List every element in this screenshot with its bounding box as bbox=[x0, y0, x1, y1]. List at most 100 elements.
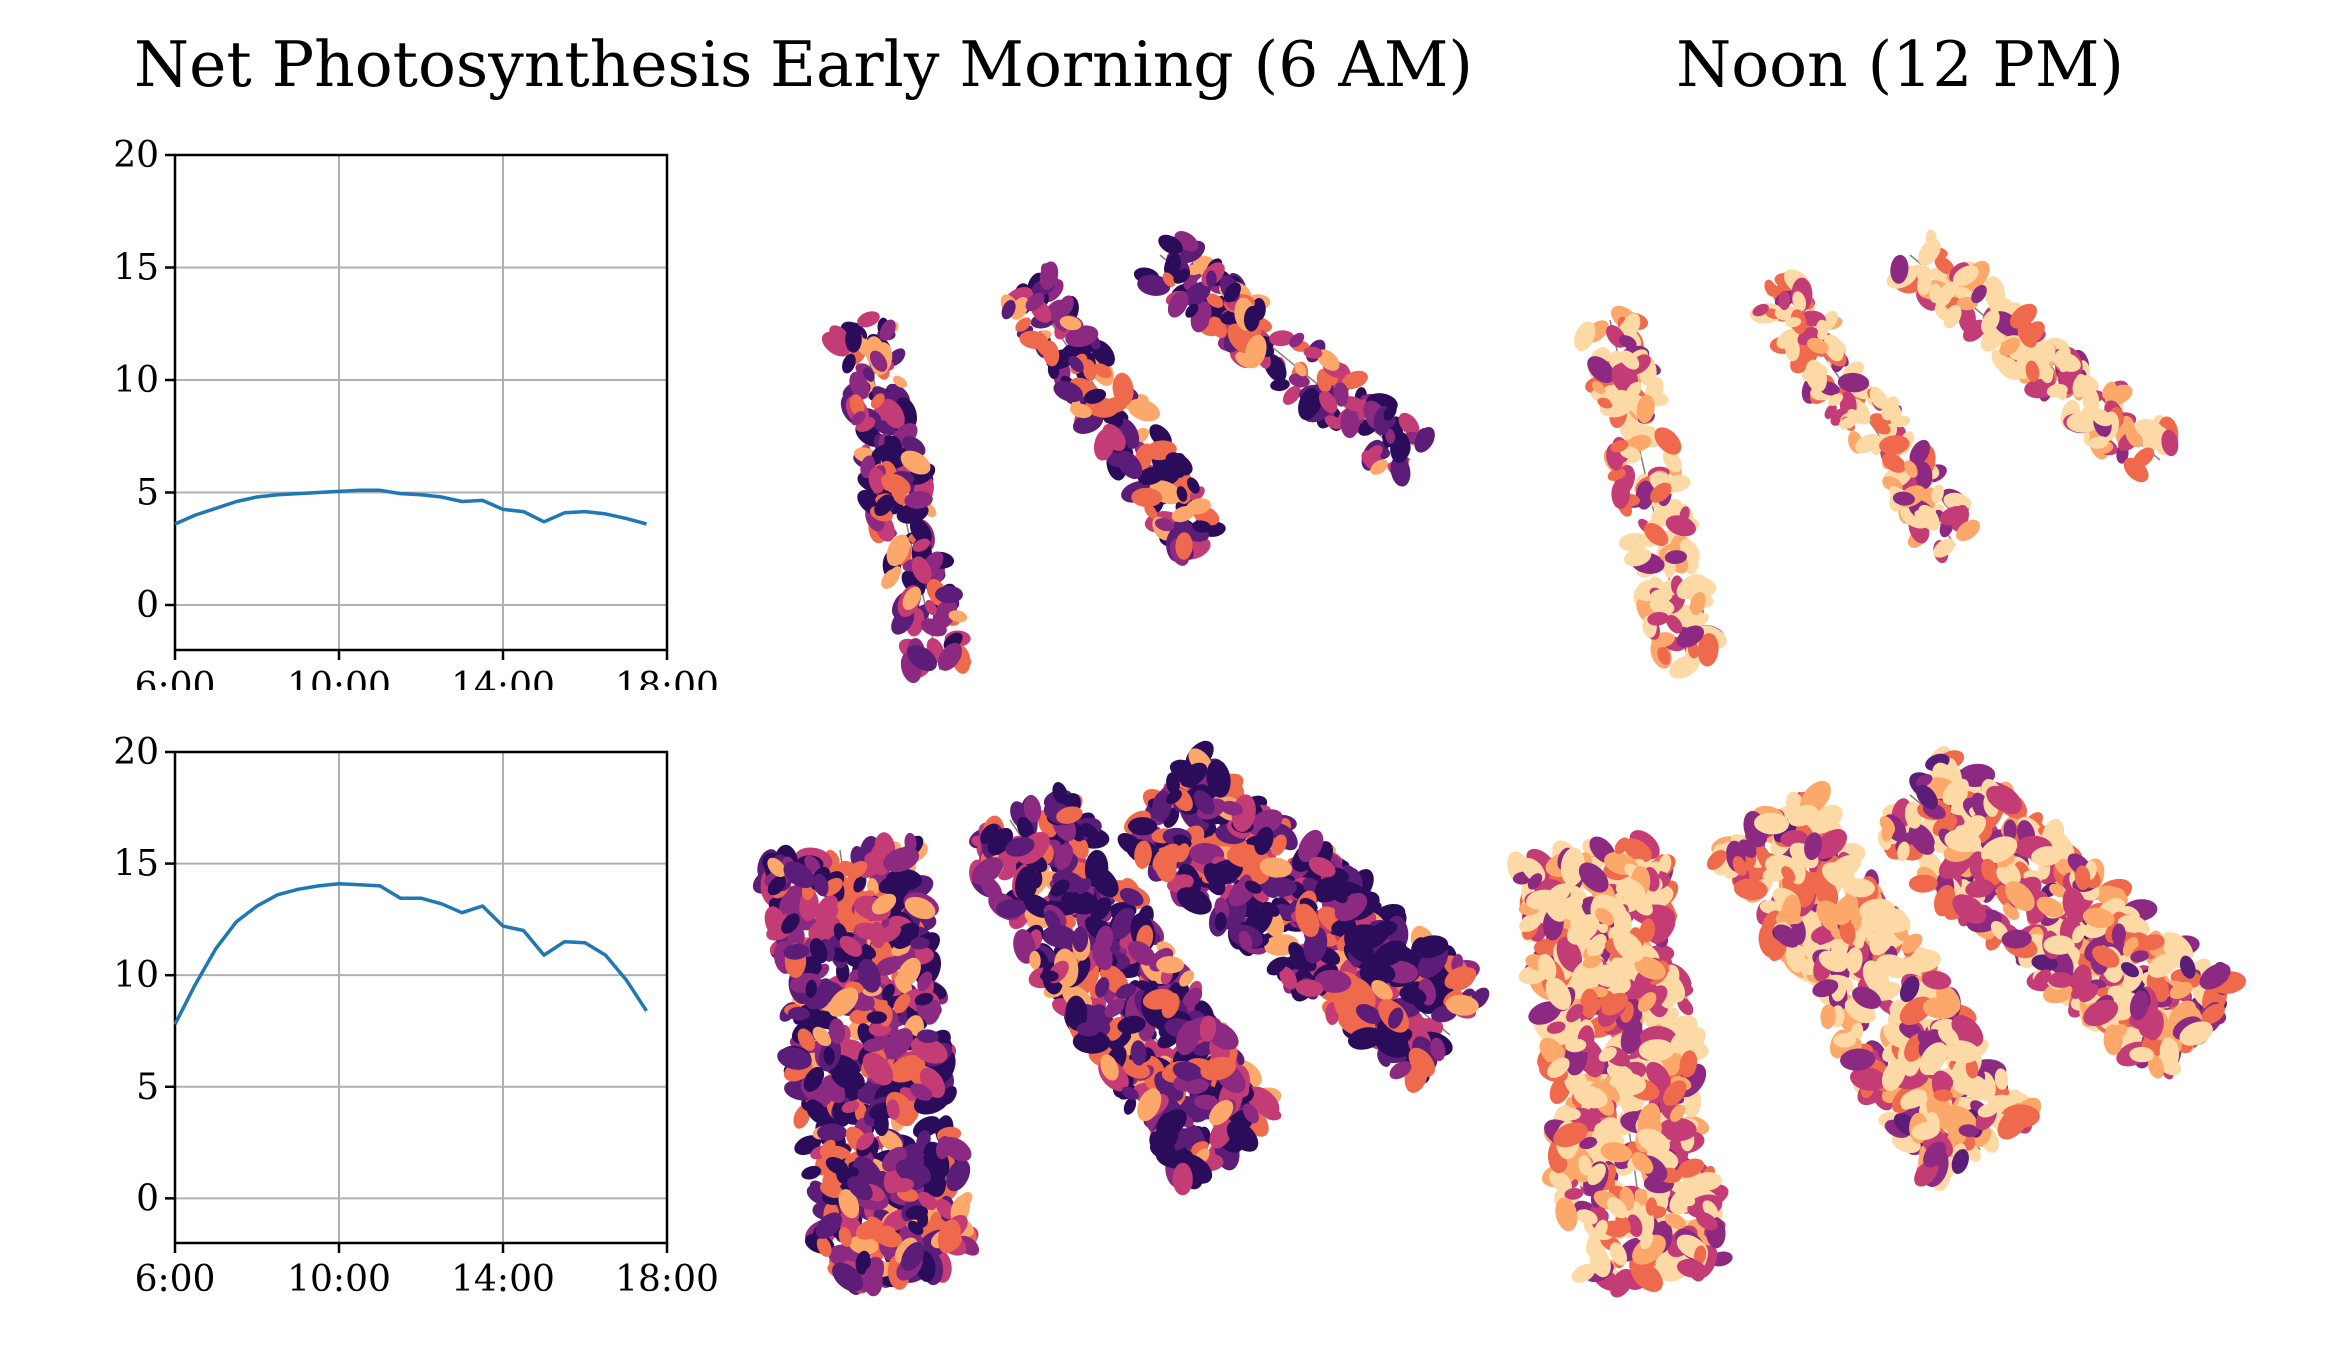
leaf bbox=[904, 832, 917, 853]
leaf bbox=[1909, 439, 1931, 466]
leaf bbox=[857, 311, 880, 328]
leaf bbox=[1611, 364, 1631, 393]
leaf bbox=[2102, 381, 2117, 400]
leaf bbox=[1904, 460, 1918, 478]
leaf bbox=[1317, 349, 1340, 371]
leaf bbox=[1269, 330, 1295, 347]
leaf bbox=[910, 1036, 948, 1064]
leaf bbox=[1623, 547, 1652, 567]
leaf bbox=[1303, 346, 1323, 359]
leaf bbox=[1686, 610, 1705, 623]
leaf bbox=[803, 1066, 825, 1092]
leaf bbox=[839, 860, 860, 879]
leaf bbox=[1953, 265, 1979, 286]
leaf bbox=[2132, 447, 2155, 468]
leaf bbox=[816, 1236, 832, 1257]
x-tick-label: 6:00 bbox=[135, 666, 216, 700]
leaf bbox=[1383, 404, 1397, 421]
leaf bbox=[1001, 299, 1016, 320]
leaf bbox=[907, 1220, 924, 1235]
leaf bbox=[1657, 646, 1671, 665]
leaf bbox=[1764, 279, 1777, 297]
leaf bbox=[910, 937, 930, 950]
leaf bbox=[1792, 291, 1807, 312]
leaf bbox=[1664, 559, 1676, 579]
leaf bbox=[884, 1028, 913, 1060]
leaf bbox=[1649, 598, 1675, 615]
leaf bbox=[937, 1219, 961, 1254]
leaf bbox=[788, 1006, 810, 1021]
leaf bbox=[783, 943, 809, 960]
leaf bbox=[1342, 396, 1365, 412]
leaf bbox=[862, 1052, 894, 1086]
leaf bbox=[838, 1226, 852, 1247]
leaf bbox=[1185, 303, 1199, 318]
leaf bbox=[1869, 387, 1887, 409]
leaf bbox=[1093, 363, 1112, 379]
leaf bbox=[1289, 332, 1305, 348]
leaf bbox=[767, 857, 786, 878]
leaf bbox=[1183, 281, 1211, 306]
leaf bbox=[870, 393, 885, 409]
leaf bbox=[1890, 254, 1909, 284]
leaf bbox=[1662, 449, 1682, 473]
leaf bbox=[1665, 515, 1696, 537]
leaf bbox=[1318, 390, 1338, 414]
leaf bbox=[1116, 450, 1143, 480]
leaf bbox=[2010, 303, 2037, 329]
leaf bbox=[1610, 439, 1629, 453]
leaf bbox=[897, 957, 921, 988]
leaf bbox=[1119, 888, 1144, 907]
leaf bbox=[854, 922, 881, 940]
leaf bbox=[1294, 362, 1307, 377]
leaf bbox=[863, 1038, 885, 1053]
leaf bbox=[900, 450, 931, 475]
leaf bbox=[1587, 356, 1615, 384]
leaf bbox=[1881, 453, 1907, 473]
leaf bbox=[1227, 323, 1253, 354]
leaf bbox=[1943, 304, 1962, 329]
leaf bbox=[1697, 633, 1719, 667]
y-tick-label: 0 bbox=[136, 585, 159, 626]
leaf bbox=[1892, 415, 1911, 428]
x-tick-label: 18:00 bbox=[615, 1259, 719, 1300]
leaf bbox=[869, 350, 888, 372]
x-tick-label: 6:00 bbox=[135, 1259, 216, 1300]
leaf bbox=[1173, 268, 1190, 284]
y-tick-label: 15 bbox=[113, 844, 159, 885]
leaf bbox=[1591, 381, 1606, 395]
leaf bbox=[1039, 261, 1059, 290]
column-title-early-morning: Early Morning (6 AM) bbox=[770, 28, 1473, 101]
leaf bbox=[871, 893, 897, 915]
leaf bbox=[902, 586, 922, 610]
leaf bbox=[948, 610, 968, 623]
leaf bbox=[1245, 334, 1267, 368]
leaf bbox=[1068, 355, 1084, 373]
leaf bbox=[1618, 335, 1637, 349]
leaf bbox=[1636, 394, 1655, 424]
leaf bbox=[805, 1099, 828, 1124]
leaf bbox=[1999, 337, 2020, 356]
leaf bbox=[1288, 373, 1310, 388]
leaf bbox=[1664, 550, 1687, 565]
leaf bbox=[874, 494, 895, 517]
leaf bbox=[1390, 455, 1411, 487]
leaf bbox=[1958, 304, 1976, 333]
leaf bbox=[2135, 418, 2165, 441]
leaf bbox=[813, 873, 829, 897]
leaf bbox=[828, 1018, 846, 1045]
leaf bbox=[801, 1165, 822, 1180]
leaf bbox=[879, 319, 896, 341]
leaf bbox=[828, 987, 859, 1017]
leaf bbox=[863, 1265, 883, 1297]
leaf bbox=[2161, 429, 2179, 457]
leaf bbox=[815, 1212, 843, 1239]
leaf bbox=[1167, 290, 1189, 318]
column-title-net-photosynthesis: Net Photosynthesis bbox=[134, 28, 753, 101]
leaf bbox=[935, 585, 963, 604]
leaf bbox=[1366, 445, 1383, 461]
y-tick-label: 5 bbox=[136, 1067, 159, 1108]
leaf bbox=[1917, 272, 1932, 296]
leaf bbox=[925, 599, 937, 616]
leaf bbox=[1390, 443, 1407, 461]
